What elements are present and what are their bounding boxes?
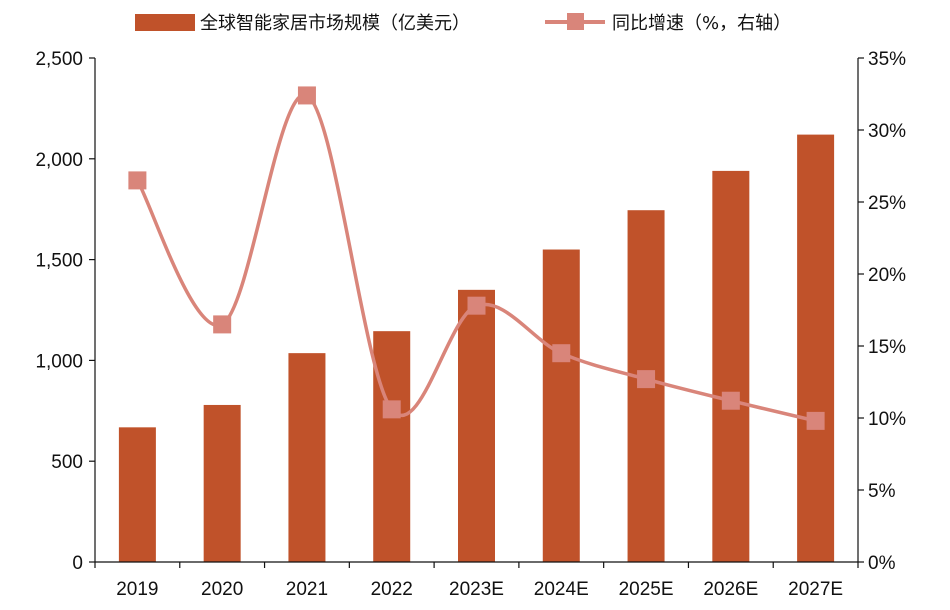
bar-2027E <box>797 134 835 562</box>
right-tick-label: 0% <box>868 553 896 574</box>
x-tick-label: 2020 <box>201 579 243 600</box>
point-2021 <box>297 86 316 105</box>
point-2025E <box>637 370 656 389</box>
bar-2023E <box>458 289 495 562</box>
point-2026E <box>721 391 740 410</box>
x-tick-label: 2027E <box>788 579 843 600</box>
point-2024E <box>552 344 571 363</box>
x-tick-label: 2023E <box>449 579 504 600</box>
legend-label-market-size: 全球智能家居市场规模（亿美元） <box>200 13 470 34</box>
right-tick-label: 35% <box>868 49 906 70</box>
bar-2020 <box>203 404 241 562</box>
right-tick-label: 15% <box>868 337 906 358</box>
left-tick-label: 2,500 <box>35 49 83 70</box>
left-tick-label: 500 <box>51 452 83 473</box>
line-series <box>128 86 825 430</box>
left-tick-label: 0 <box>72 553 83 574</box>
x-tick-label: 2022 <box>371 579 413 600</box>
legend-swatch-bar <box>135 14 195 31</box>
x-tick-label: 2021 <box>286 579 328 600</box>
right-tick-label: 10% <box>868 409 906 430</box>
point-2027E <box>806 411 825 430</box>
legend-swatch-marker <box>567 13 584 30</box>
bar-2021 <box>288 353 326 562</box>
x-tick-label: 2025E <box>619 579 674 600</box>
bar-2024E <box>542 249 580 562</box>
point-2020 <box>213 315 232 334</box>
point-2022 <box>382 400 401 419</box>
left-tick-label: 1,000 <box>35 351 83 372</box>
legend-label-growth-rate: 同比增速（%，右轴） <box>612 13 791 34</box>
right-tick-label: 20% <box>868 265 906 286</box>
point-2023E <box>467 296 486 315</box>
point-2019 <box>128 171 147 190</box>
bar-series <box>118 134 835 562</box>
bar-2019 <box>118 427 156 562</box>
legend: 全球智能家居市场规模（亿美元） 同比增速（%，右轴） <box>135 13 791 34</box>
right-tick-label: 30% <box>868 121 906 142</box>
growth-line <box>135 93 817 423</box>
right-tick-label: 25% <box>868 193 906 214</box>
x-tick-label: 2026E <box>703 579 758 600</box>
bar-2026E <box>712 170 750 562</box>
left-tick-label: 1,500 <box>35 251 83 272</box>
axes: 0 500 1,000 1,500 2,000 2,500 0% 5% 10% 15% 20% 25%… <box>35 49 906 600</box>
x-tick-label: 2024E <box>534 579 589 600</box>
x-tick-label: 2019 <box>116 579 158 600</box>
right-tick-label: 5% <box>868 481 896 502</box>
plot-area: 0 500 1,000 1,500 2,000 2,500 0% 5% 10% 15% 20% 25%… <box>35 49 906 600</box>
left-tick-label: 2,000 <box>35 150 83 171</box>
bar-2022 <box>373 331 411 562</box>
